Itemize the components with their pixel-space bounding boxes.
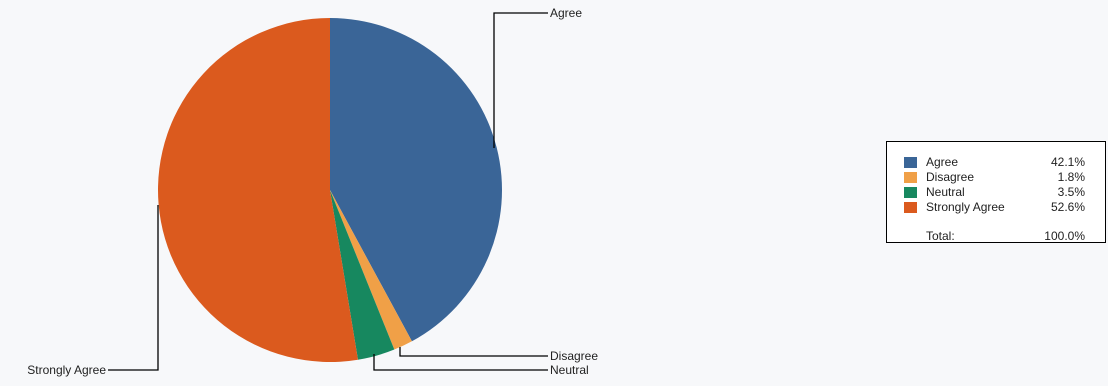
leader-line-disagree — [399, 347, 548, 357]
leader-line-neutral — [373, 354, 548, 371]
legend-label-strongly-agree: Strongly Agree — [926, 200, 1005, 214]
leader-line-strongly-agree — [108, 205, 159, 371]
legend-total-label: Total: — [926, 229, 955, 243]
slice-label-disagree: Disagree — [550, 349, 598, 363]
legend: Total: 100.0% Agree 42.1% Disagree 1.8% Neut… — [886, 141, 1106, 243]
legend-swatch-agree — [904, 157, 917, 168]
pie-slice-agree — [330, 18, 502, 342]
legend-value-strongly-agree: 52.6% — [1050, 200, 1085, 214]
legend-value-neutral: 3.5% — [1057, 185, 1085, 199]
legend-value-disagree: 1.8% — [1057, 170, 1085, 184]
legend-label-neutral: Neutral — [926, 185, 965, 199]
pie-slice-strongly-agree — [158, 18, 358, 362]
legend-item-strongly-agree: Strongly Agree 52.6% — [904, 200, 1085, 215]
slice-label-strongly-agree: Strongly Agree — [27, 363, 106, 377]
slice-label-agree: Agree — [550, 6, 582, 20]
legend-swatch-disagree — [904, 172, 917, 183]
pie-slice-neutral — [330, 190, 395, 360]
slice-label-neutral: Neutral — [550, 363, 589, 377]
legend-value-agree: 42.1% — [1050, 155, 1085, 169]
legend-item-agree: Agree 42.1% — [904, 155, 1085, 170]
legend-item-neutral: Neutral 3.5% — [904, 185, 1085, 200]
leader-line-agree — [493, 12, 548, 148]
legend-total-value: 100.0% — [1044, 229, 1085, 243]
legend-label-agree: Agree — [926, 155, 959, 169]
legend-total-row: Total: 100.0% — [904, 229, 1085, 244]
legend-swatch-strongly-agree — [904, 202, 917, 213]
legend-item-disagree: Disagree 1.8% — [904, 170, 1085, 185]
pie-slice-disagree — [330, 190, 412, 350]
legend-swatch-neutral — [904, 187, 917, 198]
legend-label-disagree: Disagree — [926, 170, 975, 184]
